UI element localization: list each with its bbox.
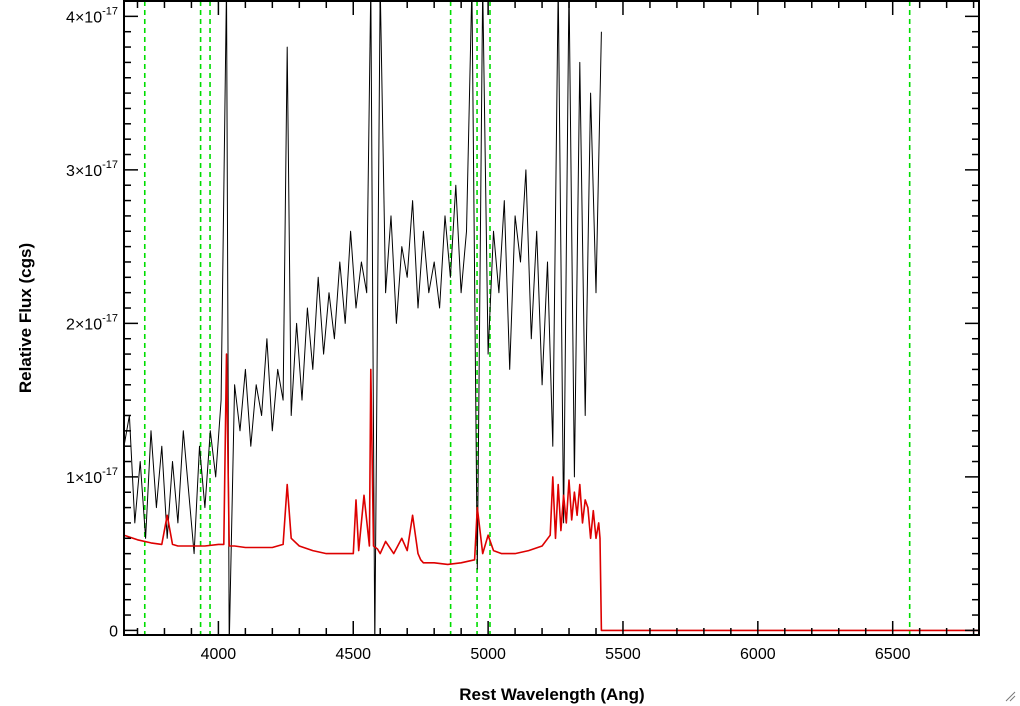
x-tick-label-5000: 5000 [470, 646, 506, 663]
flux-spectrum-line [124, 1, 602, 635]
y-tick-label-2: 2×10-17 [66, 312, 118, 333]
y-tick-mantissa: 4×10 [66, 9, 102, 26]
y-tick-label-1: 1×10-17 [66, 466, 118, 487]
y-axis-title: Relative Flux (cgs) [16, 243, 35, 393]
y-tick-exponent: -17 [102, 5, 118, 17]
x-tick-label-6500: 6500 [875, 646, 911, 663]
y-tick-exponent: -17 [102, 159, 118, 171]
x-tick-label-6000: 6000 [740, 646, 776, 663]
y-tick-mantissa: 3×10 [66, 163, 102, 180]
y-tick-exponent: -17 [102, 312, 118, 324]
x-tick-label-4000: 4000 [201, 646, 237, 663]
plot-frame [123, 0, 980, 636]
x-tick-label-4500: 4500 [335, 646, 371, 663]
resize-grip-icon[interactable] [1004, 690, 1016, 702]
x-axis-title: Rest Wavelength (Ang) [459, 685, 644, 704]
y-tick-label-4: 4×10-17 [66, 5, 118, 26]
y-tick-mantissa: 0 [109, 623, 118, 640]
error-spectrum-line [124, 353, 979, 632]
x-tick-label-5500: 5500 [605, 646, 641, 663]
y-tick-label-3: 3×10-17 [66, 159, 118, 180]
tick-labels: 4000 4500 5000 5500 6000 650001×10-172×10-173… [66, 5, 911, 663]
y-tick-label-0: 0 [109, 623, 118, 640]
y-tick-exponent: -17 [102, 466, 118, 478]
axis-ticks [124, 0, 979, 635]
plot-series [124, 1, 979, 635]
y-tick-mantissa: 1×10 [66, 470, 102, 487]
y-tick-mantissa: 2×10 [66, 316, 102, 333]
